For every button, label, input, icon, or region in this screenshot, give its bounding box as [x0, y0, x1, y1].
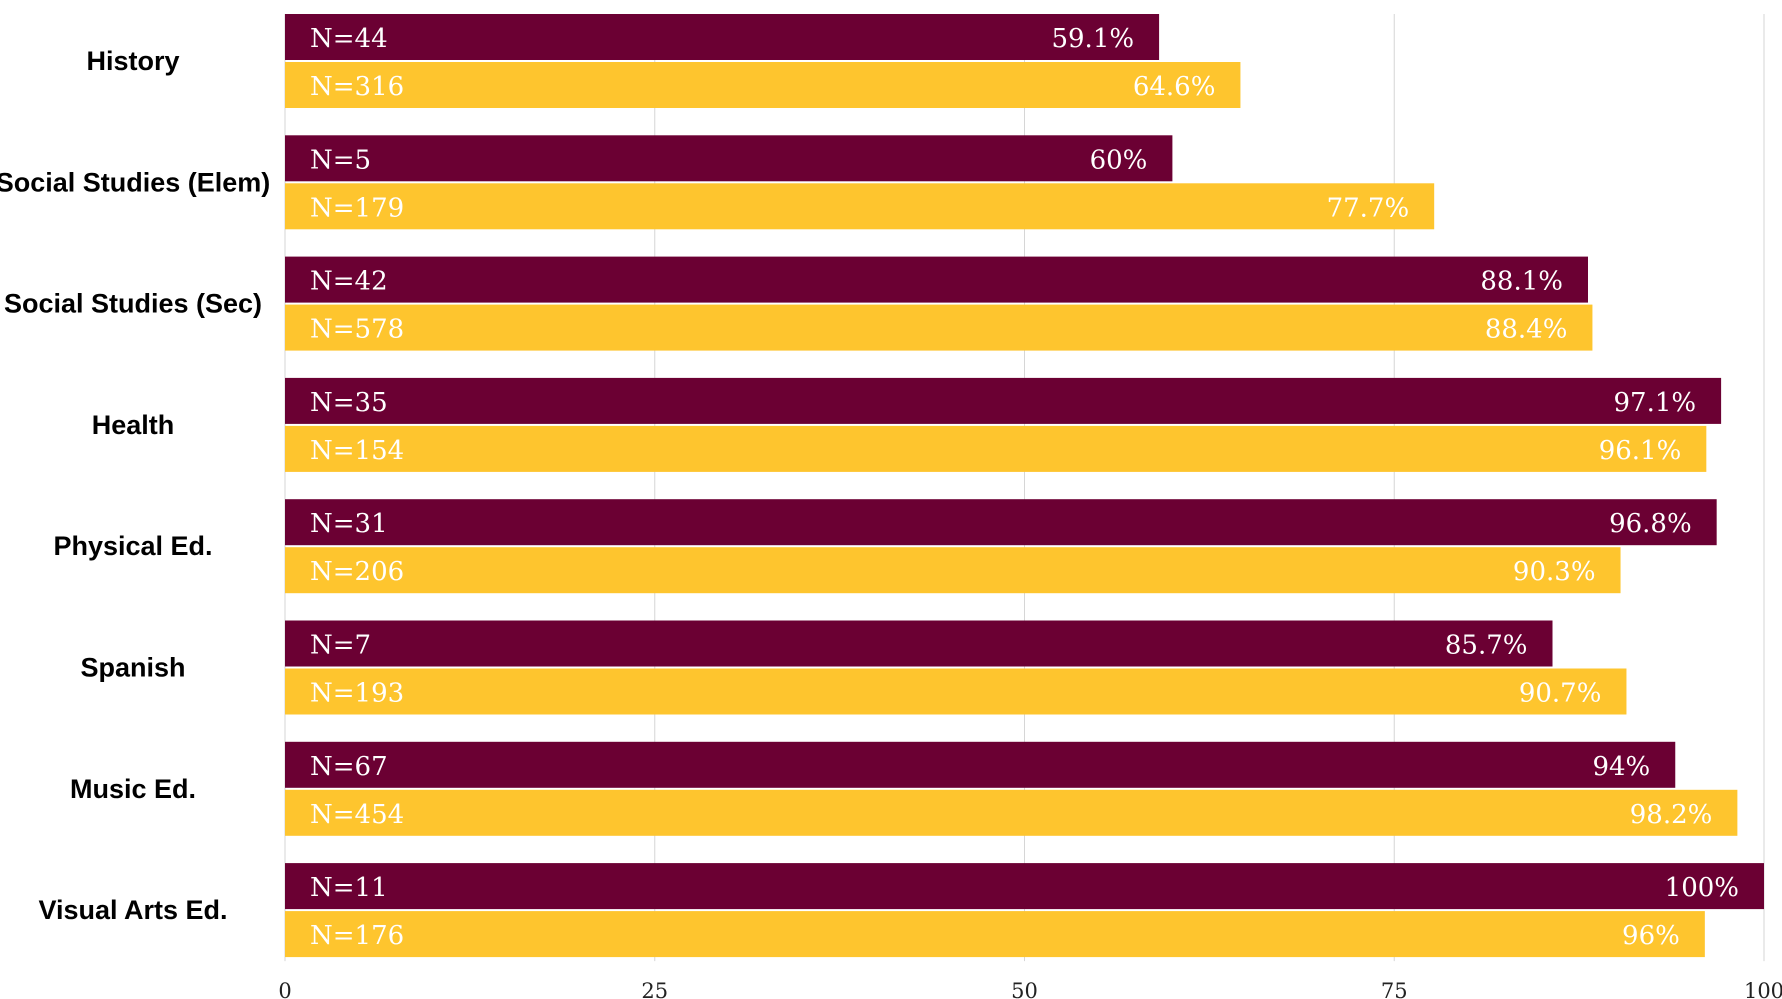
- bar-value-label: 59.1%: [1051, 24, 1134, 54]
- bar-n-label: N=35: [310, 388, 388, 418]
- bar-value-label: 100%: [1665, 873, 1739, 903]
- bar-n-label: N=176: [310, 921, 404, 951]
- category-label: Social Studies (Elem): [0, 167, 270, 197]
- bar-value-label: 96.1%: [1599, 436, 1682, 466]
- category-label: Visual Arts Ed.: [38, 895, 227, 925]
- x-tick-label: 25: [641, 979, 668, 999]
- bar-value-label: 90.7%: [1519, 679, 1602, 709]
- bar-value-label: 77.7%: [1327, 193, 1410, 223]
- bar-n-label: N=316: [310, 72, 404, 102]
- category-label: Physical Ed.: [53, 531, 212, 561]
- bar: [285, 135, 1173, 182]
- bar: [285, 183, 1435, 230]
- bar: [285, 741, 1676, 788]
- bar-value-label: 64.6%: [1133, 72, 1216, 102]
- bar-n-label: N=44: [310, 24, 388, 54]
- category-label: History: [86, 46, 179, 76]
- bar-value-label: 97.1%: [1613, 388, 1696, 418]
- bar-value-label: 94%: [1592, 752, 1650, 782]
- bar-n-label: N=31: [310, 509, 388, 539]
- bar: [285, 789, 1738, 836]
- category-label: Music Ed.: [70, 774, 196, 804]
- bars: N=44 59.1% N=316 64.6% N=5 60% N=179 77.7% N=42 8…: [285, 14, 1764, 958]
- bar-n-label: N=454: [310, 800, 404, 830]
- bar-value-label: 96.8%: [1609, 509, 1692, 539]
- bar: [285, 499, 1717, 546]
- bar-value-label: 88.4%: [1485, 315, 1568, 345]
- bar-value-label: 90.3%: [1513, 557, 1596, 587]
- bar-value-label: 98.2%: [1630, 800, 1713, 830]
- bar-n-label: N=154: [310, 436, 404, 466]
- bar: [285, 547, 1621, 594]
- bar-value-label: 96%: [1622, 921, 1680, 951]
- category-label: Spanish: [80, 653, 185, 683]
- category-label: Health: [92, 410, 175, 440]
- bar: [285, 304, 1593, 351]
- bar: [285, 668, 1627, 715]
- bar: [285, 911, 1705, 958]
- bar: [285, 62, 1241, 108]
- bar: [285, 256, 1588, 303]
- bar: [285, 620, 1553, 667]
- bar-n-label: N=42: [310, 267, 388, 297]
- bar-n-label: N=11: [310, 873, 388, 903]
- x-tick-label: 50: [1011, 979, 1038, 999]
- bar: [285, 425, 1707, 472]
- bar-n-label: N=193: [310, 679, 404, 709]
- bar-value-label: 60%: [1090, 145, 1148, 175]
- bar: [285, 14, 1160, 60]
- x-tick-label: 75: [1381, 979, 1408, 999]
- category-label: Social Studies (Sec): [4, 289, 262, 319]
- x-axis-ticks: 0 25 50 75 100: [278, 979, 1782, 999]
- bar-n-label: N=67: [310, 752, 388, 782]
- category-labels: History Social Studies (Elem) Social Studi…: [0, 46, 270, 925]
- bar: [285, 377, 1722, 424]
- bar-n-label: N=206: [310, 557, 404, 587]
- bar-n-label: N=578: [310, 315, 404, 345]
- x-tick-label: 0: [278, 979, 291, 999]
- bar-n-label: N=7: [310, 631, 371, 661]
- bar: [285, 863, 1764, 910]
- x-tick-label: 100: [1744, 979, 1782, 999]
- bar-value-label: 85.7%: [1445, 631, 1528, 661]
- bar-n-label: N=5: [310, 145, 371, 175]
- bar-n-label: N=179: [310, 193, 404, 223]
- bar-value-label: 88.1%: [1480, 267, 1563, 297]
